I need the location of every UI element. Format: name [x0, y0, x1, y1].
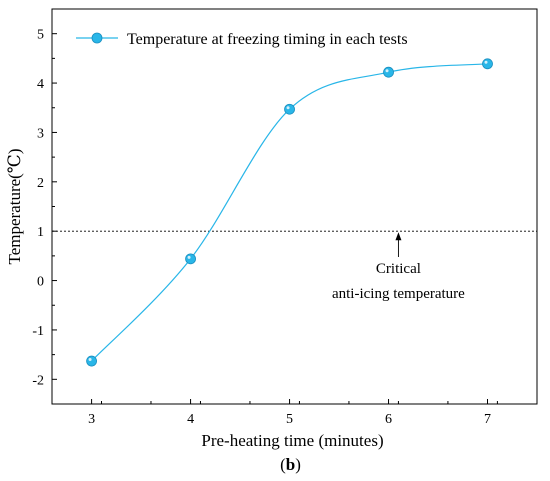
panel-open: ( [280, 455, 286, 474]
annotation-line-2: anti-icing temperature [332, 286, 465, 302]
data-point-highlight [385, 69, 389, 73]
legend: Temperature at freezing timing in each t… [76, 31, 408, 48]
y-tick-label: 1 [37, 225, 44, 240]
panel-close: ) [295, 455, 301, 474]
plot-frame [51, 8, 538, 405]
annotation-arrowhead [395, 232, 402, 241]
data-point [482, 58, 493, 70]
y-tick-label: 2 [37, 176, 44, 191]
panel-label: (b) [280, 455, 301, 474]
data-point [86, 355, 97, 367]
y-axis-title: Temperature(℃) [5, 149, 24, 265]
data-point-highlight [286, 106, 290, 110]
x-axis-title: Pre-heating time (minutes) [201, 431, 383, 450]
x-tick-label: 4 [187, 412, 194, 427]
y-tick-label: -2 [32, 373, 44, 388]
y-tick-label: 0 [37, 275, 44, 290]
data-point [284, 103, 295, 115]
y-tick-label: 3 [37, 126, 44, 141]
x-tick-label: 5 [286, 412, 293, 427]
series-line [91, 63, 488, 362]
annotation-line-1: Critical [376, 261, 421, 277]
legend-marker [91, 32, 103, 44]
y-tick-label: 4 [37, 77, 44, 92]
legend-label: Temperature at freezing timing in each t… [127, 31, 408, 48]
data-point-highlight [484, 60, 488, 64]
panel-letter: b [286, 455, 295, 474]
data-point [185, 253, 196, 265]
data-point-highlight [88, 358, 92, 362]
annotation: Critical anti-icing temperature [332, 232, 465, 302]
x-tick-label: 3 [88, 412, 95, 427]
data-points [86, 58, 493, 367]
x-tick-label: 6 [385, 412, 392, 427]
axis-ticks: 3 4 5 6 7 -2 -1 0 1 2 3 4 5 [32, 8, 498, 427]
data-point [383, 66, 394, 78]
x-tick-label: 7 [484, 412, 491, 427]
y-tick-label: 5 [37, 28, 44, 43]
data-point-highlight [187, 255, 191, 259]
y-tick-label: -1 [32, 324, 44, 339]
